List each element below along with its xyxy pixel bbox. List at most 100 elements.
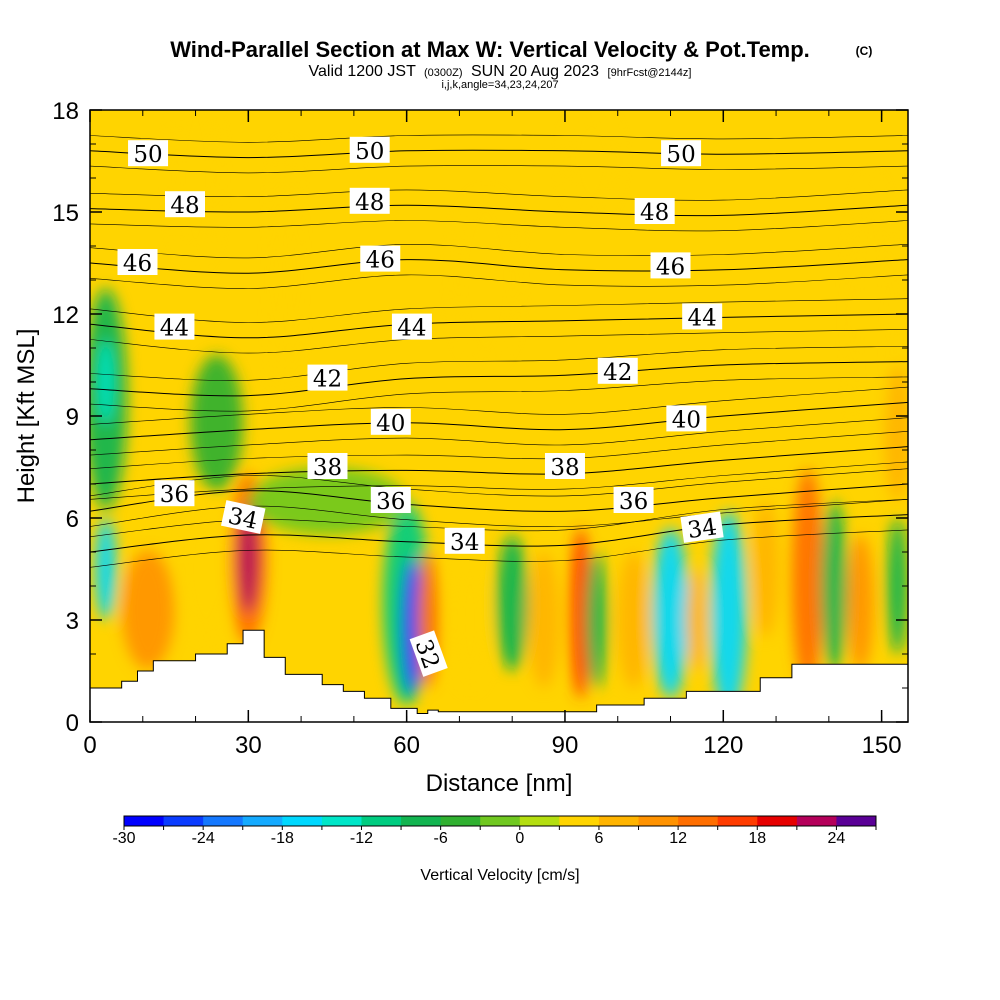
valid-utc: (0300Z) xyxy=(424,67,463,79)
theta-contour-minor xyxy=(90,386,908,425)
theta-contour-minor xyxy=(90,329,908,354)
theta-contour-minor xyxy=(90,220,908,232)
contour-label-text: 46 xyxy=(123,251,152,277)
contour-label-text: 38 xyxy=(550,455,579,481)
theta-contour-50 xyxy=(90,149,908,159)
contour-label: 48 xyxy=(164,191,205,219)
contour-label: 40 xyxy=(370,408,411,437)
contour-label: 46 xyxy=(650,252,691,280)
velocity-cell xyxy=(179,501,233,637)
velocity-cell xyxy=(820,501,848,671)
velocity-cell xyxy=(617,552,650,688)
contour-label-box xyxy=(154,480,195,507)
contour-label-box xyxy=(360,245,401,272)
contour-label: 50 xyxy=(349,136,390,165)
contour-label-text: 40 xyxy=(672,407,701,433)
x-axis: 0 30 60 90 120 150 xyxy=(83,110,902,759)
theta-contour-36 xyxy=(90,483,908,512)
contour-label-text: 44 xyxy=(397,316,426,342)
velocity-cell xyxy=(97,339,114,425)
contour-label: 44 xyxy=(682,303,723,331)
contour-label-box xyxy=(391,313,432,340)
theta-contour-minor xyxy=(90,346,908,381)
theta-contour-minor xyxy=(90,431,908,469)
contour-label-box xyxy=(613,487,654,513)
theta-contour-38 xyxy=(90,446,908,485)
contour-label-box xyxy=(634,198,675,224)
colorbar-tick-label: 18 xyxy=(748,830,766,847)
colorbar-swatch xyxy=(440,816,481,826)
colorbar-tick-label: 0 xyxy=(515,830,524,847)
theta-contour-minor xyxy=(90,417,908,456)
contour-label: 48 xyxy=(634,198,675,226)
colorbar-swatch xyxy=(321,816,362,826)
colorbar-swatch xyxy=(598,816,640,826)
contour-label-box xyxy=(128,140,169,167)
x-tick-label: 150 xyxy=(862,732,902,759)
contour-label: 50 xyxy=(661,140,702,168)
copyright-mark: (C) xyxy=(856,44,873,58)
contour-label: 48 xyxy=(349,187,390,216)
colorbar-tick-label: -30 xyxy=(112,830,135,847)
x-tick-label: 0 xyxy=(83,732,96,759)
contour-label-text: 40 xyxy=(376,411,405,437)
contour-label-text: 36 xyxy=(160,482,189,508)
velocity-cell xyxy=(847,535,874,671)
colorbar-tick-label: 12 xyxy=(669,830,687,847)
theta-contour-minor xyxy=(90,243,908,259)
contour-label-box xyxy=(544,453,585,479)
contour-label: 44 xyxy=(391,313,432,342)
y-tick-label: 6 xyxy=(66,506,79,533)
contour-label-text: 48 xyxy=(170,193,199,219)
colorbar-tick-label: -6 xyxy=(434,830,448,847)
colorbar-swatch xyxy=(203,816,244,826)
contour-label: 36 xyxy=(370,487,411,515)
colorbar-swatch xyxy=(678,816,719,826)
velocity-cell xyxy=(451,552,489,688)
contour-label-text: 42 xyxy=(313,367,342,393)
colorbar-swatch xyxy=(282,816,323,826)
colorbar-swatch xyxy=(480,816,521,826)
theta-contours xyxy=(90,134,908,668)
colorbar-tick-label: 24 xyxy=(828,830,846,847)
theta-contour-minor xyxy=(90,165,908,174)
contour-label: 42 xyxy=(597,357,638,386)
colorbar-tick-label: 6 xyxy=(594,830,603,847)
velocity-cell xyxy=(272,144,299,416)
contour-label-text: 34 xyxy=(450,530,479,556)
colorbar-swatch xyxy=(757,816,798,826)
velocity-cell xyxy=(496,535,529,671)
x-tick-label: 120 xyxy=(703,732,743,759)
contour-label: 32 xyxy=(410,630,448,677)
valid-time: Valid 1200 JST xyxy=(309,63,417,80)
colorbar-swatch xyxy=(124,816,165,826)
contour-label: 38 xyxy=(307,453,348,481)
colorbar: -30 -24 -18 -12 -6 0 6 12 18 24 xyxy=(112,815,877,847)
theta-contour-minor xyxy=(90,134,908,143)
contour-label-text: 42 xyxy=(603,360,632,386)
velocity-cell xyxy=(95,518,117,620)
contour-label: 46 xyxy=(117,249,158,277)
contour-label-text: 50 xyxy=(355,139,384,165)
contour-label: 44 xyxy=(154,313,195,342)
contour-label-text: 44 xyxy=(688,305,717,331)
y-tick-label: 3 xyxy=(66,608,79,635)
contour-label-box xyxy=(680,511,724,543)
contour-label: 46 xyxy=(360,245,401,274)
contour-label-box xyxy=(370,408,411,435)
colorbar-swatch xyxy=(638,816,679,826)
contour-label-box xyxy=(154,313,195,340)
theta-contour-46 xyxy=(90,259,908,274)
contour-label-text: 36 xyxy=(376,489,405,515)
colorbar-tick-label: -18 xyxy=(271,830,294,847)
velocity-cell xyxy=(752,501,779,637)
theta-contour-minor xyxy=(90,298,908,323)
contour-label-box xyxy=(164,191,205,218)
colorbar-swatch xyxy=(796,816,837,826)
contour-label: 34 xyxy=(680,511,724,544)
contour-label: 36 xyxy=(613,487,654,515)
contour-label: 36 xyxy=(154,480,195,508)
y-tick-label: 18 xyxy=(52,98,79,125)
